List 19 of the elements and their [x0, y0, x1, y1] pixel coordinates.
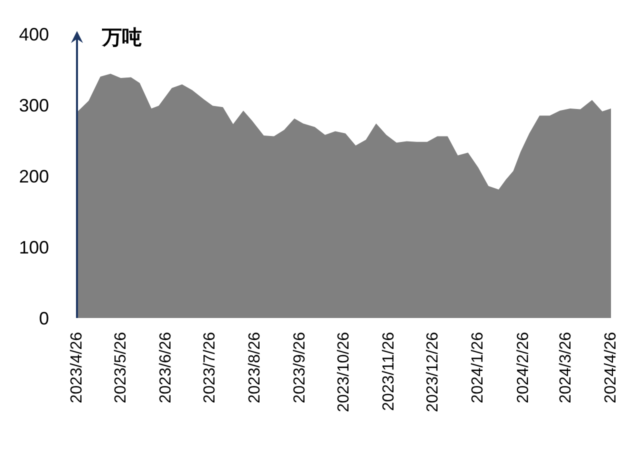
y-tick-label: 400	[18, 24, 49, 44]
x-tick-label: 2023/12/26	[424, 332, 442, 412]
x-tick-label: 2023/10/26	[336, 332, 352, 412]
x-tick-label: 2023/6/26	[158, 332, 174, 404]
y-axis-title: 万吨	[102, 26, 142, 51]
x-tick-label: 2023/7/26	[201, 332, 218, 404]
x-tick-label: 2023/5/26	[112, 332, 130, 404]
x-tick-label: 2023/4/26	[68, 332, 86, 404]
x-tick-label: 2023/11/26	[380, 332, 398, 411]
x-tick-label: 2023/9/26	[292, 332, 309, 404]
x-tick-label: 2023/8/26	[246, 332, 264, 404]
y-tick-label: 300	[18, 95, 49, 116]
x-tick-label: 2024/1/26	[470, 332, 487, 404]
y-tick-label: 0	[38, 308, 49, 328]
y-tick-label: 100	[18, 237, 49, 258]
x-tick-label: 2024/4/26	[602, 332, 620, 404]
x-tick-label: 2024/3/26	[557, 332, 574, 404]
x-tick-label: 2024/2/26	[514, 332, 532, 404]
y-tick-label: 200	[18, 166, 49, 186]
